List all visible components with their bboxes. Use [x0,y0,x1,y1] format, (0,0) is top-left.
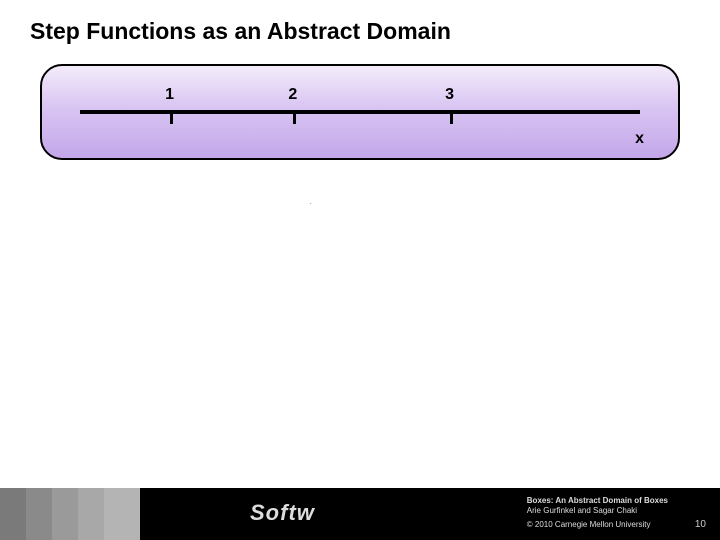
number-line-axis [80,110,640,114]
stray-mark: . [310,200,312,206]
footer-credit-authors: Arie Gurfinkel and Sagar Chaki [527,506,668,516]
tick-2 [293,110,296,124]
footer-logo-text: Softw [250,500,315,526]
tick-3 [450,110,453,124]
footer-logo-graphic [0,488,140,540]
page-number: 10 [695,519,706,530]
footer-credits: Boxes: An Abstract Domain of Boxes Arie … [527,496,668,530]
tick-label-2: 2 [288,86,297,104]
tick-label-1: 1 [165,86,174,104]
footer-credit-title: Boxes: An Abstract Domain of Boxes [527,496,668,506]
axis-label-x: x [635,130,644,148]
footer-bar: Softw Boxes: An Abstract Domain of Boxes… [0,488,720,540]
number-line-panel: 1 2 3 x [40,64,680,160]
footer-copyright: © 2010 Carnegie Mellon University [527,520,668,530]
number-line: 1 2 3 [80,110,640,124]
slide-title: Step Functions as an Abstract Domain [30,18,451,45]
tick-1 [170,110,173,124]
tick-label-3: 3 [445,86,454,104]
